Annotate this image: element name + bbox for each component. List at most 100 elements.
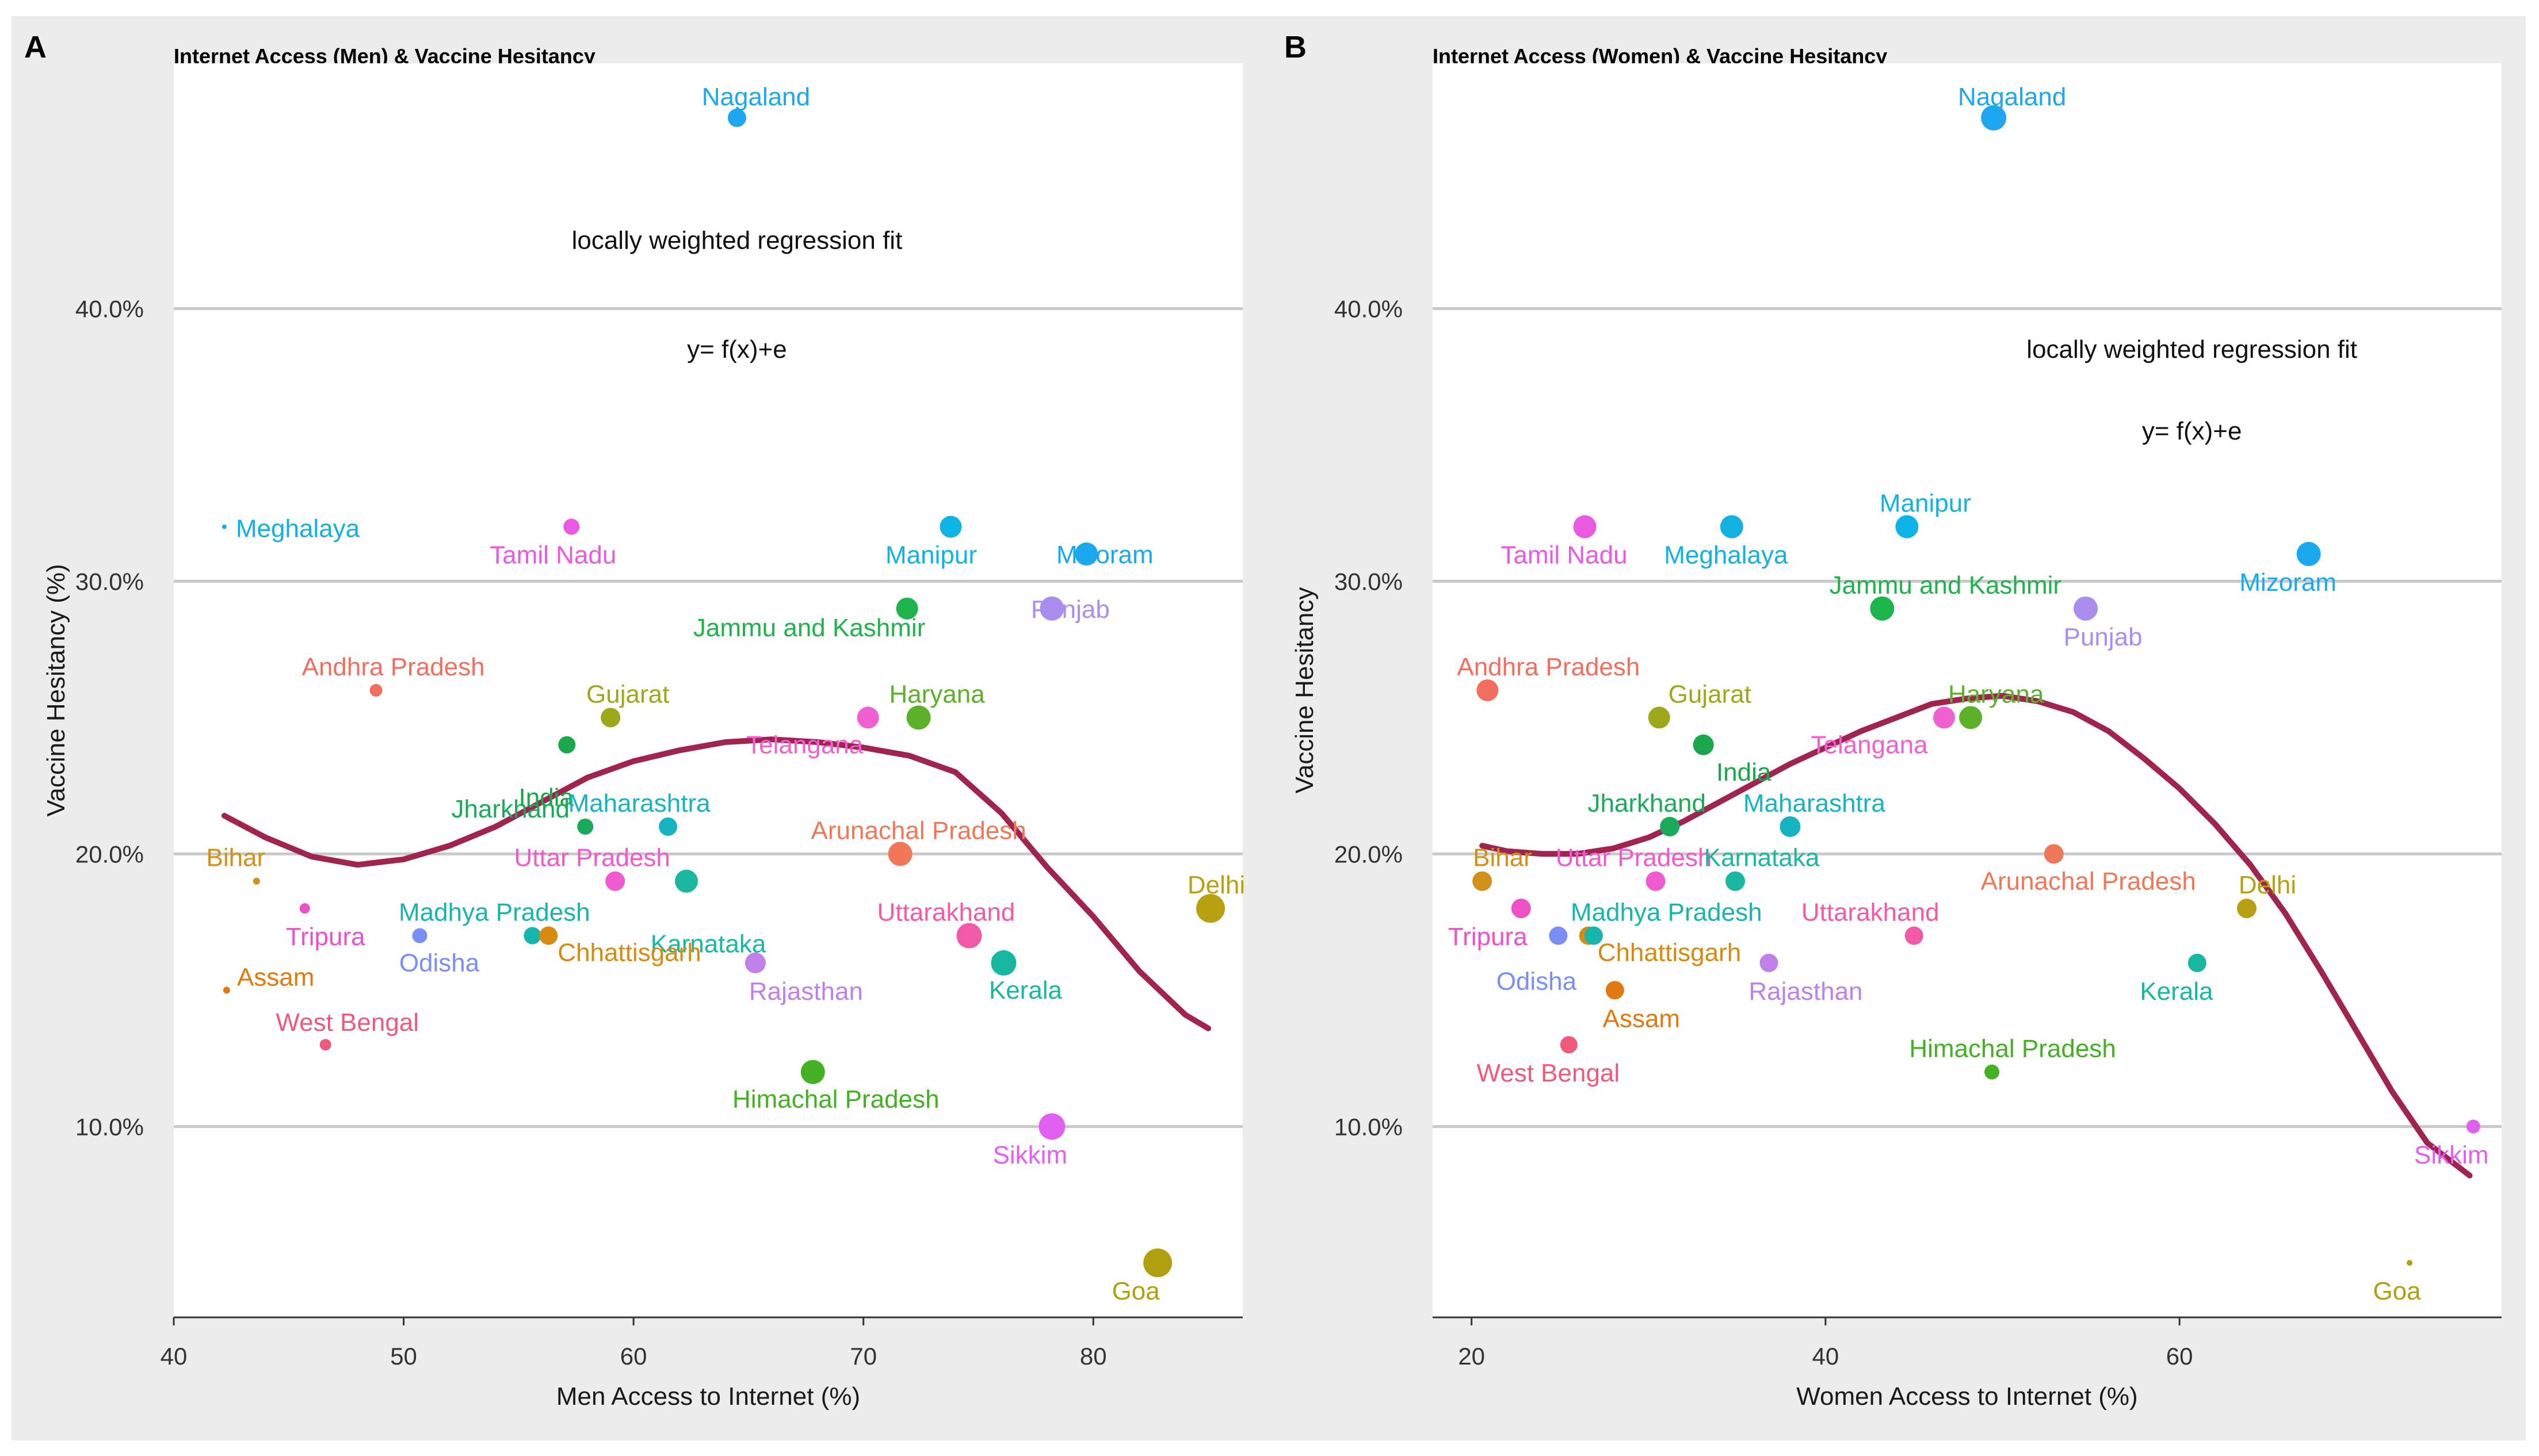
panel-b-point-west-bengal (1560, 1036, 1578, 1054)
panel-a-y-axis-title: Vaccine Hesitancy (%) (42, 564, 70, 816)
panel-b-label-bihar: Bihar (1473, 844, 1532, 872)
panel-b-point-meghalaya (1720, 515, 1743, 538)
panel-a-point-bihar (253, 877, 260, 885)
panel-b-label-chhattisgarh: Chhattisgarh (1598, 939, 1741, 967)
panel-b-point-madhya-pradesh (1584, 926, 1603, 945)
panel-b-label-india: India (1716, 758, 1771, 786)
panel-a-point-tripura (299, 903, 310, 914)
panel-a-fit-curve (221, 736, 1212, 1031)
panel-b-label-haryana: Haryana (1948, 680, 2044, 708)
panel-a-point-haryana (906, 705, 931, 730)
panel-b-point-sikkim (2466, 1119, 2480, 1134)
panel-a-point-india (558, 736, 576, 754)
panel-a-y-tick-label: 30.0% (75, 568, 144, 595)
panel-a-point-odisha (412, 928, 427, 943)
panel-b-label-tamil-nadu: Tamil Nadu (1501, 541, 1628, 570)
panel-b-point-gujarat (1648, 706, 1670, 729)
panel-a-label-punjab: Punjab (1031, 595, 1110, 624)
panel-a-annotation-2: y= f(x)+e (687, 335, 787, 364)
panel-b-point-uttar-pradesh (1645, 871, 1666, 891)
panel-a-label: A (24, 30, 47, 64)
panel-a-annotation-1: locally weighted regression fit (572, 226, 903, 254)
panel-a-label-delhi: Delhi (1188, 871, 1245, 899)
panel-b-x-tick-label: 20 (1458, 1343, 1485, 1370)
panel-b-point-tamil-nadu (1573, 515, 1597, 538)
panel-a-point-telangana (857, 706, 879, 729)
panel-a-label-odisha: Odisha (399, 949, 480, 977)
panel-b-point-haryana (1959, 706, 1983, 729)
panel-a-label-kerala: Kerala (989, 976, 1063, 1004)
panel-a-x-tick-label: 40 (161, 1343, 188, 1370)
panel-a-label-goa: Goa (1112, 1277, 1160, 1305)
panel-b-point-kerala (2187, 953, 2206, 972)
panel-a-point-goa (1143, 1248, 1173, 1278)
panel-a-point-assam (223, 987, 230, 994)
panel-b-label-odisha: Odisha (1496, 968, 1577, 996)
panel-b-point-jammu-and-kashmir (1870, 596, 1895, 621)
panel-a-label-nagaland: Nagaland (702, 83, 810, 111)
panel-a-point-jharkhand (577, 818, 594, 835)
panel-a-label-haryana: Haryana (889, 680, 985, 708)
panel-a-x-tick-label: 60 (620, 1343, 647, 1370)
panel-a-label-maharashtra: Maharashtra (568, 789, 711, 817)
panel-b-point-delhi (2237, 899, 2257, 919)
panel-b-x-tick-label: 60 (2166, 1343, 2193, 1370)
panel-a-label-uttarakhand: Uttarakhand (877, 899, 1015, 927)
panel-a-label-bihar: Bihar (206, 844, 265, 872)
panel-a: A Internet Access (Men) & Vaccine Hesita… (24, 30, 1245, 1411)
panel-b-label-karnataka: Karnataka (1704, 844, 1820, 872)
panel-a-point-uttar-pradesh (605, 871, 625, 891)
panel-b-point-nagaland (1981, 105, 2007, 131)
panel-b-label-punjab: Punjab (2064, 623, 2143, 651)
panel-a-label-telangana: Telangana (746, 731, 864, 759)
panel-a-label-uttar-pradesh: Uttar Pradesh (514, 844, 670, 872)
panel-a-point-karnataka (675, 869, 698, 893)
panel-a-point-maharashtra (659, 817, 678, 836)
panel-b-point-arunachal-pradesh (2044, 844, 2064, 864)
panel-b-point-karnataka (1725, 871, 1746, 891)
panel-b-y-axis-title: Vaccine Hesitancy (1291, 587, 1319, 794)
panel-a-point-gujarat (601, 708, 621, 728)
panel-b-label-rajasthan: Rajasthan (1748, 977, 1862, 1006)
panel-a-x-tick-label: 50 (390, 1343, 417, 1370)
panel-a-point-andhra-pradesh (369, 684, 383, 697)
panel-a-label-andhra-pradesh: Andhra Pradesh (302, 653, 485, 681)
panel-a-y-tick-label: 10.0% (75, 1113, 144, 1140)
panel-a-point-sikkim (1038, 1113, 1066, 1140)
panel-b-x-axis-title: Women Access to Internet (%) (1796, 1382, 2137, 1411)
panel-b-annotation-2: y= f(x)+e (2142, 417, 2242, 445)
panel-b-label: B (1284, 30, 1307, 64)
panel-b-label-gujarat: Gujarat (1669, 680, 1751, 708)
panel-a-label-jammu-and-kashmir: Jammu and Kashmir (693, 614, 925, 642)
panel-a-point-meghalaya (222, 524, 227, 529)
panel-b-label-uttarakhand: Uttarakhand (1801, 899, 1939, 927)
panel-a-point-west-bengal (319, 1039, 331, 1051)
panel-b-point-india (1693, 734, 1714, 755)
panel-a-plot-area (174, 63, 1243, 1317)
panel-b-label-himachal-pradesh: Himachal Pradesh (1909, 1034, 2116, 1063)
panel-b-label-assam: Assam (1603, 1004, 1680, 1033)
panel-a-point-tamil-nadu (563, 518, 580, 535)
panel-b-label-telangana: Telangana (1811, 731, 1928, 759)
panel-b-label-arunachal-pradesh: Arunachal Pradesh (1981, 867, 2196, 895)
panel-a-point-rajasthan (744, 952, 766, 973)
panel-b-label-west-bengal: West Bengal (1477, 1059, 1620, 1087)
panel-a-x-tick-label: 70 (850, 1343, 877, 1370)
panel-b: B Internet Access (Women) & Vaccine Hesi… (1284, 30, 2502, 1411)
panel-b-label-jammu-and-kashmir: Jammu and Kashmir (1830, 571, 2061, 599)
panel-b-y-tick-label: 30.0% (1334, 568, 1403, 595)
panel-b-point-maharashtra (1780, 816, 1801, 837)
panel-a-point-madhya-pradesh (524, 927, 541, 945)
panel-a-y-tick-label: 40.0% (75, 296, 144, 323)
panel-a-label-tamil-nadu: Tamil Nadu (490, 541, 616, 570)
panel-a-point-punjab (1040, 596, 1064, 621)
panel-b-y-tick-label: 40.0% (1334, 296, 1403, 323)
panel-b-x-tick-label: 40 (1812, 1343, 1839, 1370)
panel-a-point-kerala (991, 950, 1017, 976)
panel-b-fit-curve (1479, 693, 2473, 1179)
panel-a-label-sikkim: Sikkim (993, 1141, 1068, 1169)
panel-a-label-assam: Assam (237, 963, 314, 991)
panel-a-point-nagaland (727, 108, 746, 127)
panel-b-point-tripura (1511, 899, 1531, 919)
